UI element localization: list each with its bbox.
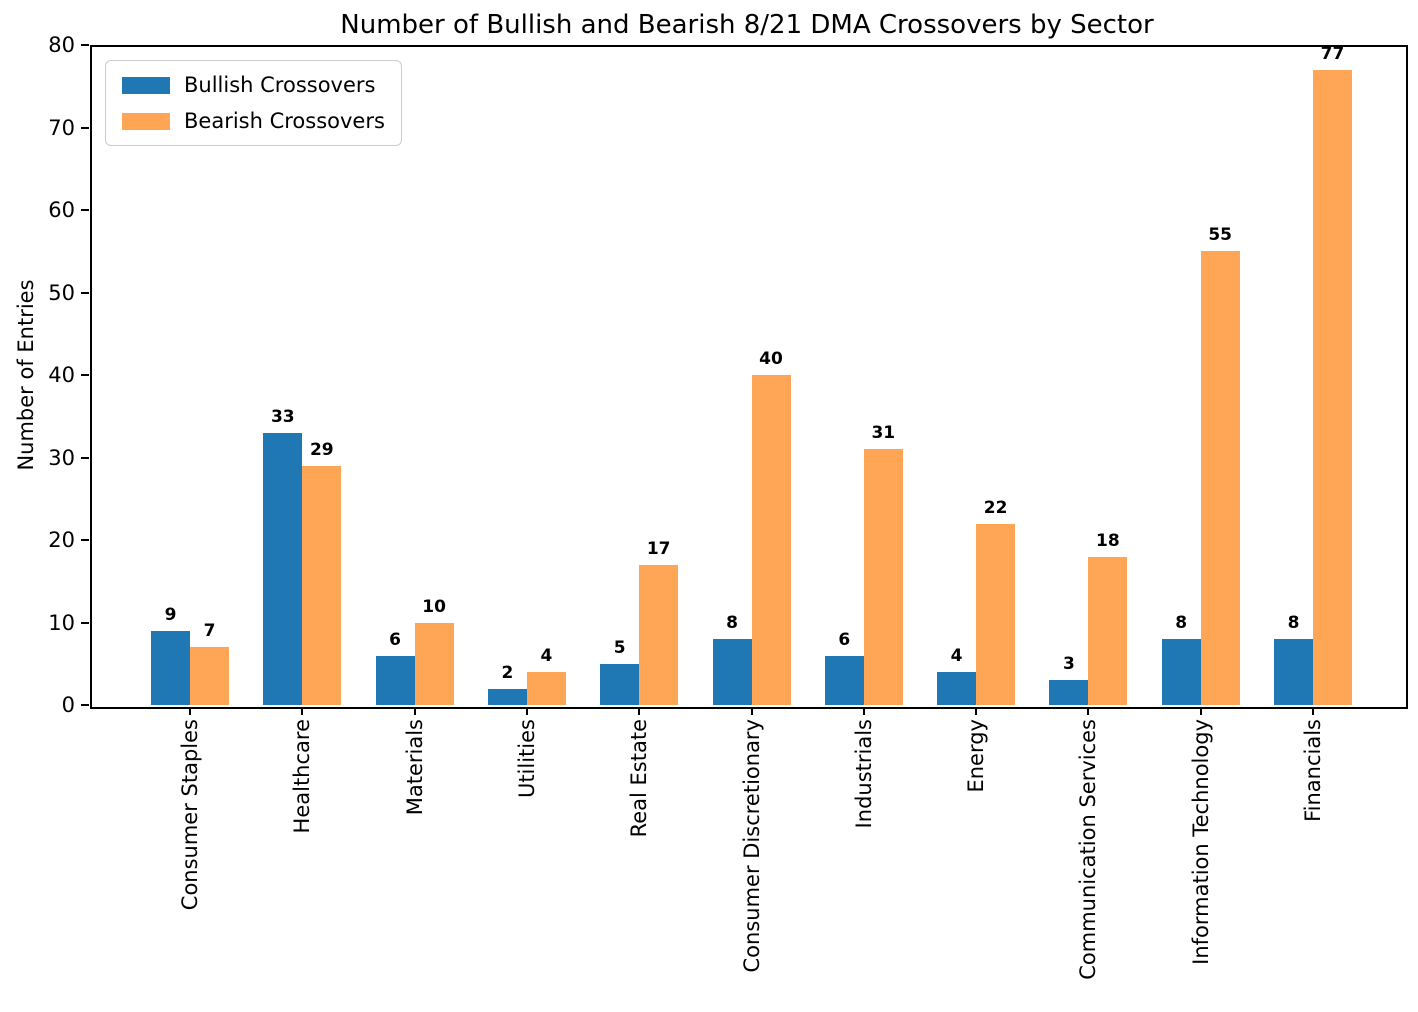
y-tick-mark — [81, 291, 89, 294]
x-tick-label: Financials — [1301, 719, 1325, 822]
bar-value-label: 10 — [422, 596, 446, 617]
bar-value-label: 77 — [1320, 43, 1345, 64]
legend-swatch-icon — [122, 112, 170, 130]
bar-value-label: 55 — [1208, 225, 1233, 246]
y-tick-mark — [81, 704, 89, 706]
x-tick-label: Utilities — [514, 719, 539, 799]
bar-value-label: 2 — [501, 662, 514, 683]
y-tick-mark — [81, 539, 89, 541]
bar-value-label: 31 — [871, 423, 896, 444]
bar-bearish — [1200, 251, 1240, 705]
legend-label: Bullish Crossovers — [184, 73, 376, 97]
y-tick-label: 50 — [48, 280, 75, 305]
y-tick-mark — [81, 209, 89, 211]
bar-bearish — [1313, 69, 1352, 705]
bar-value-label: 40 — [759, 349, 783, 369]
y-tick-label: 10 — [48, 610, 75, 635]
x-tick-mark — [975, 707, 978, 715]
bar-bullish — [712, 639, 752, 705]
bar-bullish — [1274, 639, 1313, 705]
legend-swatch-icon — [122, 76, 170, 94]
x-tick-mark — [301, 707, 304, 715]
x-tick-mark — [750, 707, 753, 715]
bar-value-label: 17 — [646, 538, 671, 559]
bar-value-label: 8 — [1287, 613, 1300, 633]
bar-bearish — [526, 672, 566, 705]
x-tick-mark — [525, 707, 528, 715]
bar-value-label: 29 — [309, 439, 334, 460]
x-tick-label: Healthcare — [290, 719, 315, 834]
bar-bearish — [639, 564, 679, 705]
bar-bullish — [263, 432, 303, 705]
x-tick-label: Energy — [964, 719, 989, 793]
y-tick-mark — [81, 126, 89, 129]
legend: Bullish Crossovers Bearish Crossovers — [105, 60, 402, 146]
bar-value-label: 4 — [950, 646, 963, 666]
bar-value-label: 4 — [540, 646, 553, 666]
legend-item-bearish: Bearish Crossovers — [122, 109, 385, 133]
y-tick-label: 0 — [61, 693, 75, 717]
bar-value-label: 3 — [1062, 654, 1075, 675]
x-tick-label: Consumer Staples — [178, 719, 202, 911]
bar-bullish — [375, 655, 415, 705]
x-tick-label: Industrials — [851, 719, 876, 829]
bar-value-label: 7 — [203, 621, 216, 642]
bar-value-label: 33 — [270, 406, 295, 427]
bar-value-label: 22 — [983, 497, 1008, 518]
x-tick-mark — [1312, 707, 1314, 715]
bar-bullish — [824, 655, 864, 705]
x-tick-label: Communication Services — [1076, 719, 1101, 980]
legend-item-bullish: Bullish Crossovers — [122, 73, 385, 97]
bar-value-label: 6 — [838, 629, 851, 650]
y-tick-mark — [81, 456, 89, 459]
y-tick-label: 20 — [48, 528, 75, 552]
y-tick-mark — [81, 621, 89, 624]
bar-bullish — [937, 672, 977, 705]
x-tick-mark — [862, 707, 865, 715]
bar-bearish — [302, 465, 342, 705]
y-tick-mark — [81, 374, 89, 376]
x-tick-mark — [1199, 707, 1202, 715]
bar-bearish — [751, 375, 791, 705]
bar-bearish — [1088, 556, 1128, 705]
x-tick-mark — [413, 707, 416, 715]
bar-bullish — [151, 630, 190, 705]
y-tick-label: 80 — [48, 33, 75, 57]
x-tick-mark — [189, 707, 191, 715]
bar-value-label: 5 — [613, 637, 626, 658]
bar-value-label: 9 — [164, 604, 177, 625]
y-tick-label: 60 — [48, 198, 75, 222]
bar-bullish — [487, 688, 527, 705]
chart-title: Number of Bullish and Bearish 8/21 DMA C… — [340, 10, 1154, 40]
x-tick-mark — [1087, 707, 1090, 715]
y-tick-label: 40 — [48, 363, 75, 387]
x-tick-label: Materials — [402, 719, 427, 816]
bar-value-label: 18 — [1096, 530, 1120, 551]
bar-bullish — [1161, 639, 1201, 705]
plot-area: Bullish Crossovers Bearish Crossovers — [90, 45, 1408, 709]
bar-bullish — [1049, 680, 1089, 705]
x-tick-label: Consumer Discretionary — [739, 719, 764, 973]
x-tick-mark — [638, 707, 641, 715]
bar-bearish — [414, 622, 454, 705]
bar-value-label: 8 — [726, 613, 738, 633]
x-tick-label: Real Estate — [627, 719, 652, 838]
y-tick-mark — [81, 44, 89, 46]
bar-bearish — [863, 449, 903, 705]
bar-value-label: 6 — [389, 629, 402, 650]
bar-bearish — [976, 523, 1016, 705]
bar-value-label: 8 — [1175, 613, 1188, 633]
bar-bearish — [190, 647, 229, 705]
legend-label: Bearish Crossovers — [184, 109, 385, 133]
bar-bullish — [600, 663, 640, 705]
y-tick-label: 70 — [48, 115, 75, 140]
x-tick-label: Information Technology — [1188, 719, 1213, 965]
y-tick-label: 30 — [48, 445, 75, 470]
